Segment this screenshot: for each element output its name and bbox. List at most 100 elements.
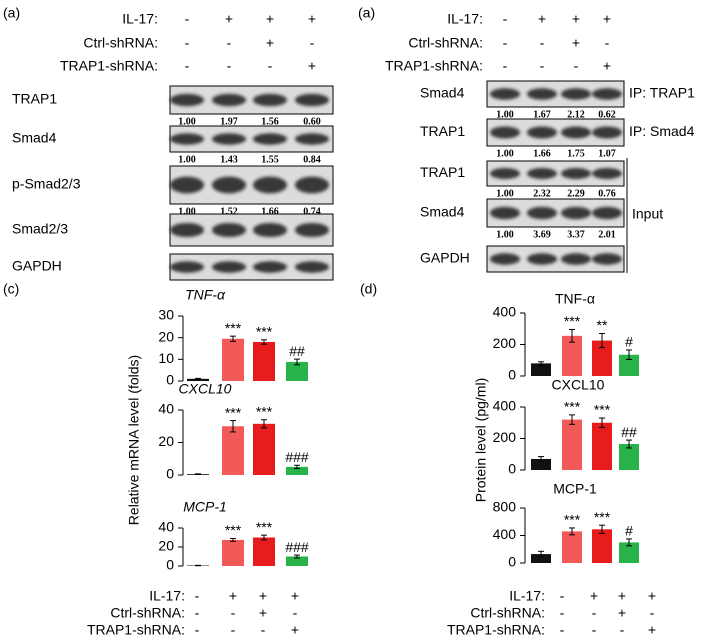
bar: [531, 363, 551, 376]
y-tick-label: 0: [166, 372, 174, 388]
significance-label: ##: [621, 424, 637, 440]
y-tick-label: 0: [166, 466, 174, 482]
blot-band: [561, 88, 591, 100]
significance-label: ***: [225, 320, 242, 336]
blot-band: [212, 93, 246, 107]
densitometry-value: 1.43: [220, 154, 238, 165]
blot-band: [212, 222, 246, 238]
blot-row-label: TRAP1: [12, 91, 57, 107]
densitometry-value: 0.60: [303, 116, 321, 127]
condition-label: Ctrl-shRNA:: [110, 605, 185, 621]
error-bar: [599, 524, 605, 534]
bar: [187, 378, 209, 381]
condition-label: Ctrl-shRNA:: [408, 35, 483, 51]
blot-band: [490, 253, 520, 265]
blot-row-label: Smad4: [12, 130, 57, 146]
condition-sign: +: [259, 588, 267, 604]
blot-band: [490, 88, 520, 100]
blot-row-label: Smad4: [420, 85, 465, 101]
condition-sign: -: [195, 622, 200, 638]
condition-sign: -: [503, 58, 508, 74]
densitometry-value: 1.66: [261, 206, 279, 217]
densitometry-value: 1.55: [261, 154, 279, 165]
error-bar: [294, 554, 300, 559]
condition-sign: +: [538, 11, 546, 27]
blot-band: [592, 88, 622, 100]
y-tick-label: 10: [158, 350, 174, 366]
bar: [222, 426, 244, 475]
condition-sign: -: [268, 58, 273, 74]
significance-label: #: [625, 334, 633, 350]
condition-sign: -: [592, 605, 597, 621]
bar: [286, 556, 308, 566]
densitometry-value: 0.76: [598, 188, 616, 199]
blot-band: [527, 206, 557, 220]
error-bar: [569, 527, 575, 536]
condition-sign: +: [266, 35, 274, 51]
y-tick-label: 0: [508, 554, 516, 570]
chart-title: CXCL10: [179, 381, 232, 397]
condition-sign: +: [229, 588, 237, 604]
panel-label: (d): [360, 281, 377, 297]
error-bar: [261, 534, 267, 541]
blot-band: [295, 93, 329, 107]
bar: [592, 529, 612, 563]
condition-sign: +: [618, 588, 626, 604]
y-tick-label: 400: [493, 526, 517, 542]
condition-label: IL-17:: [122, 11, 158, 27]
error-bar: [230, 420, 236, 433]
densitometry-value: 1.07: [598, 148, 616, 159]
blot-band: [295, 176, 329, 194]
y-tick-label: 30: [158, 307, 174, 323]
condition-sign: +: [291, 622, 299, 638]
blot-band: [295, 222, 329, 238]
error-bar: [626, 538, 632, 547]
condition-sign: +: [266, 11, 274, 27]
condition-sign: -: [560, 605, 565, 621]
y-tick-label: 800: [493, 499, 517, 515]
densitometry-value: 2.12: [567, 109, 585, 120]
densitometry-value: 1.00: [178, 154, 196, 165]
y-tick-label: 400: [493, 398, 517, 414]
condition-sign: -: [227, 58, 232, 74]
significance-label: ***: [225, 404, 242, 420]
y-tick-label: 200: [493, 335, 517, 351]
densitometry-value: 1.00: [496, 188, 514, 199]
condition-sign: -: [560, 622, 565, 638]
blot-band: [253, 176, 287, 194]
bar: [286, 361, 308, 381]
error-bar: [599, 417, 605, 428]
bar: [253, 342, 275, 381]
blot-band: [592, 126, 622, 139]
densitometry-value: 2.01: [598, 229, 616, 240]
error-bar: [230, 335, 236, 342]
densitometry-value: 0.62: [598, 109, 616, 120]
blot-band: [212, 176, 246, 194]
bar: [619, 444, 639, 470]
bar: [222, 539, 244, 566]
condition-label: TRAP1-shRNA:: [385, 58, 483, 74]
significance-label: ***: [594, 509, 611, 525]
blot-band: [561, 126, 591, 139]
error-bar: [569, 329, 575, 343]
condition-label: TRAP1-shRNA:: [60, 58, 158, 74]
blot-band: [170, 261, 204, 273]
blot-band: [592, 168, 622, 179]
chart-title: MCP-1: [183, 499, 227, 515]
densitometry-value: 1.97: [220, 116, 238, 127]
blot-row-label: TRAP1: [420, 164, 465, 180]
condition-sign: -: [195, 605, 200, 621]
condition-label: IL-17:: [509, 588, 545, 604]
significance-label: ##: [289, 343, 305, 359]
bar: [286, 466, 308, 475]
ip-label: IP: TRAP1: [629, 85, 695, 101]
condition-sign: -: [261, 622, 266, 638]
condition-sign: -: [293, 605, 298, 621]
y-axis-label: Protein level (pg/ml): [473, 378, 489, 503]
bar: [562, 419, 582, 470]
condition-sign: +: [648, 588, 656, 604]
y-tick-label: 0: [508, 367, 516, 383]
bar: [592, 340, 612, 376]
chart-title: MCP-1: [553, 481, 597, 497]
